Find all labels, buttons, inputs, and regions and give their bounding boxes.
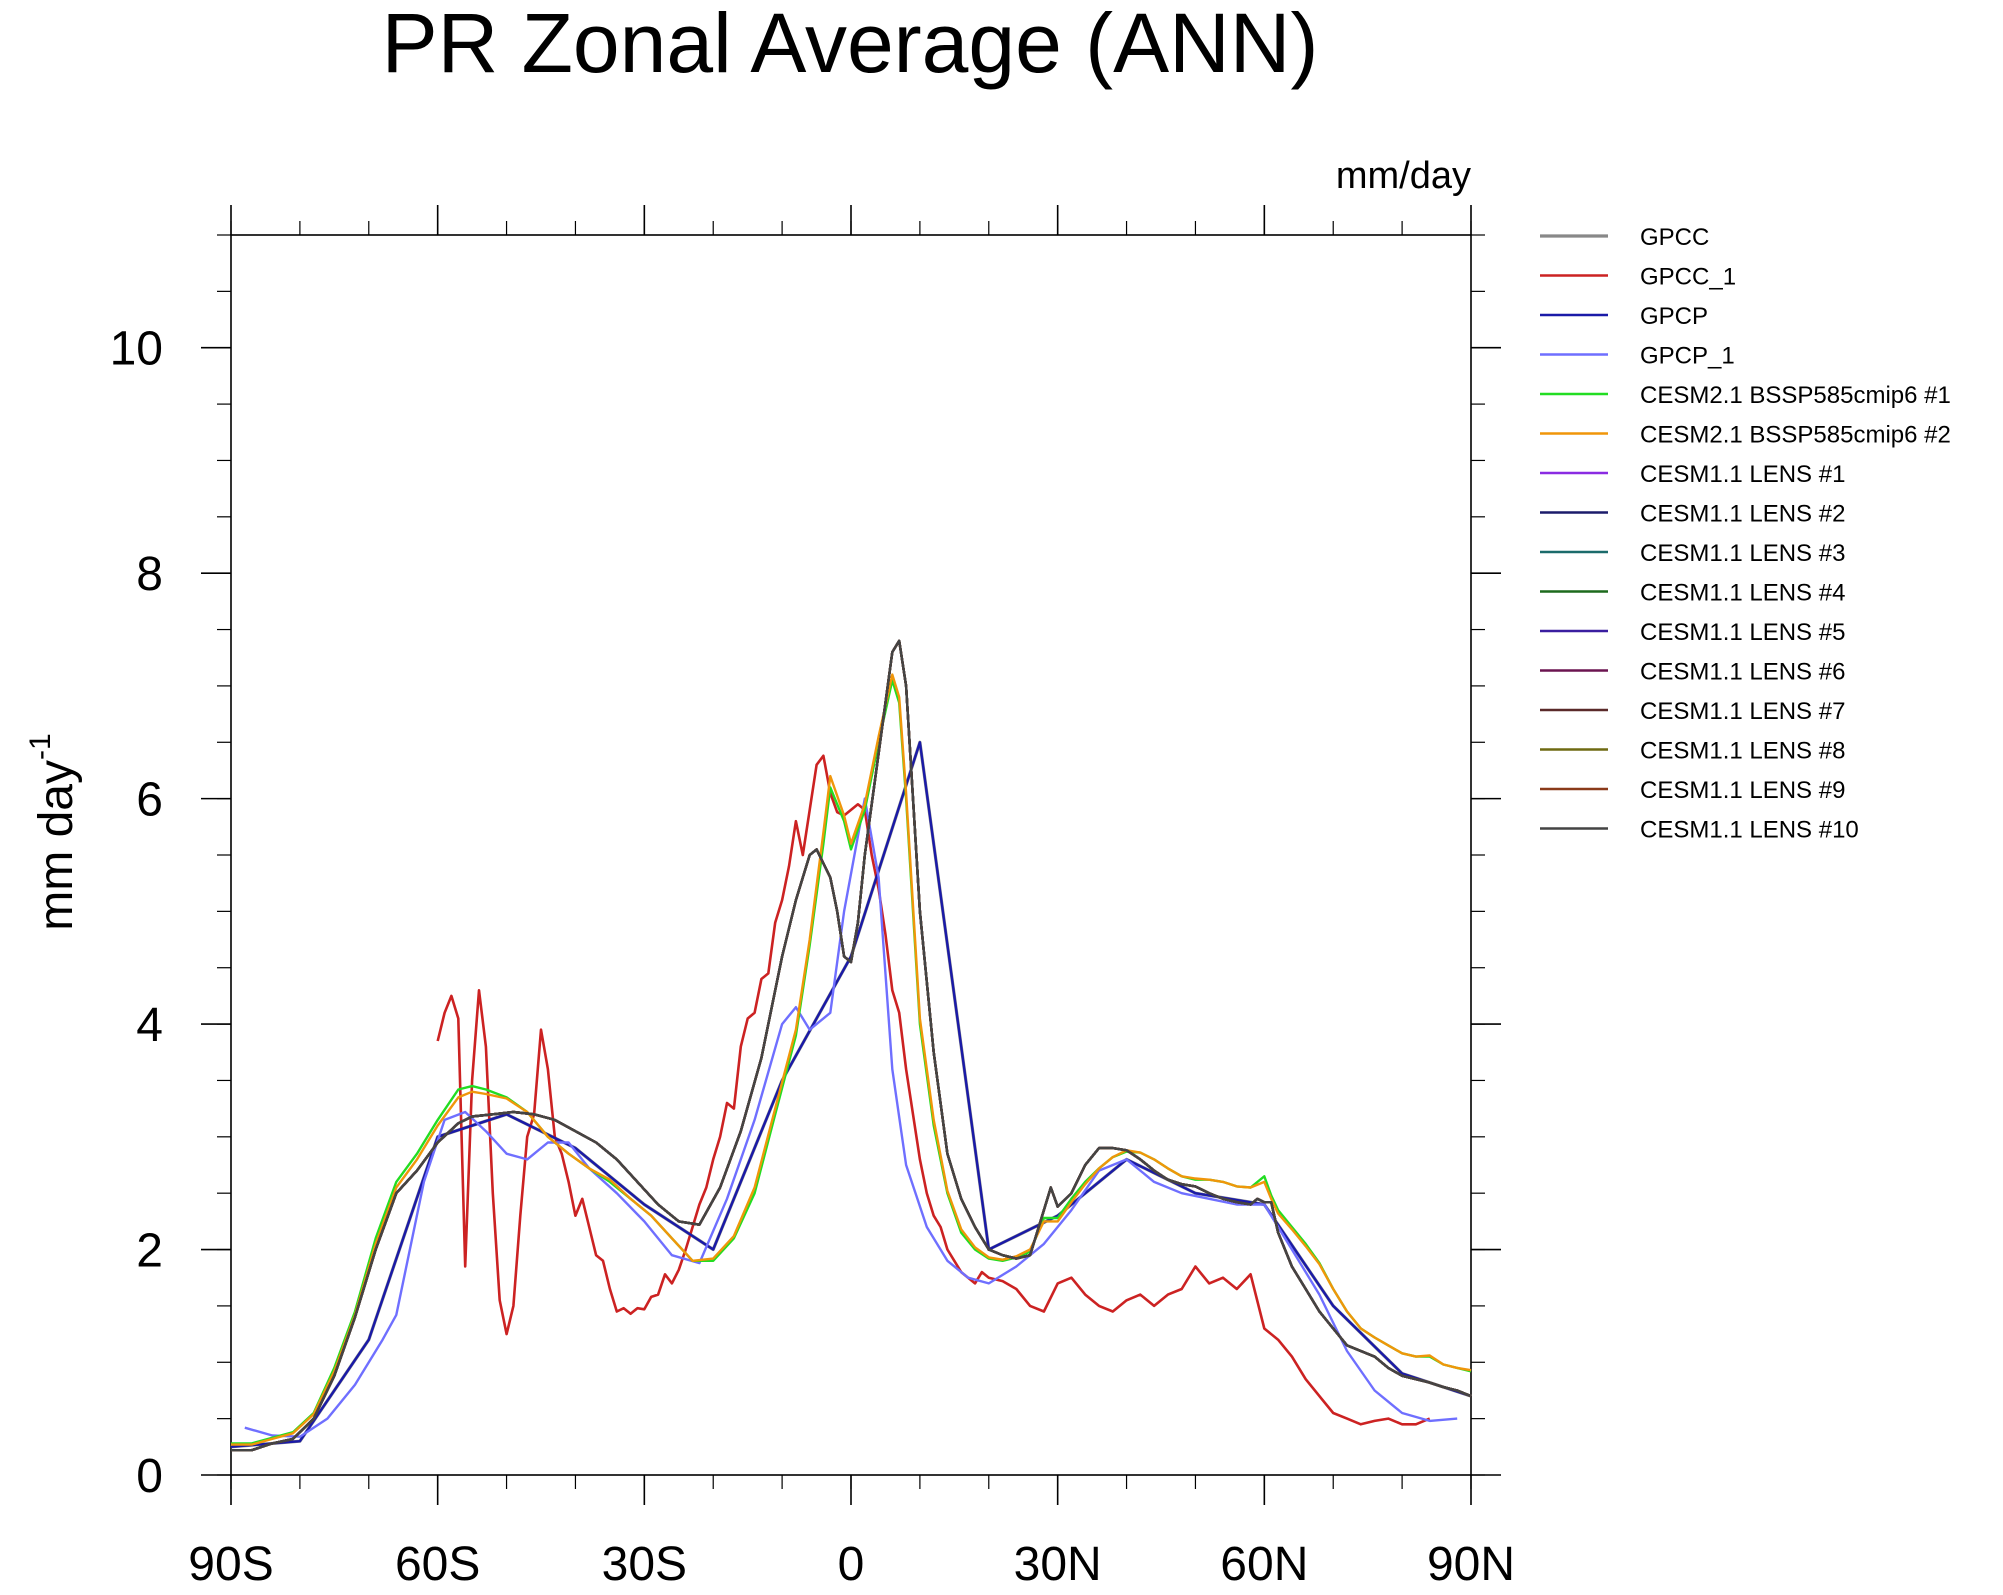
legend-label: CESM1.1 LENS #4 [1640, 580, 1845, 607]
legend-label: CESM1.1 LENS #5 [1640, 619, 1845, 646]
legend-label: CESM1.1 LENS #7 [1640, 698, 1845, 725]
chart-title: PR Zonal Average (ANN) [382, 0, 1319, 90]
series-line-10 [231, 639, 1472, 1452]
legend-item: CESM2.1 BSSP585cmip6 #1 [1540, 382, 1951, 409]
x-tick-label: 90S [188, 1538, 273, 1591]
legend-label: CESM2.1 BSSP585cmip6 #2 [1640, 422, 1951, 449]
series-line-16 [231, 639, 1472, 1452]
series-line-14 [231, 639, 1472, 1452]
legend-item: CESM1.1 LENS #3 [1540, 540, 1845, 567]
y-tick-label: 2 [136, 1225, 163, 1278]
y-tick-label: 10 [110, 323, 163, 376]
y-tick-label: 8 [136, 548, 163, 601]
legend-item: CESM1.1 LENS #8 [1540, 738, 1845, 765]
legend-item: CESM1.1 LENS #7 [1540, 698, 1845, 725]
x-tick-label: 30N [1014, 1538, 1102, 1591]
legend-item: CESM1.1 LENS #2 [1540, 501, 1845, 528]
units-label: mm/day [1336, 155, 1471, 197]
legend-item: GPCC_1 [1540, 264, 1736, 291]
x-tick-label: 60S [395, 1538, 480, 1591]
legend-item: GPCP_1 [1540, 343, 1735, 370]
x-tick-label: 60N [1220, 1538, 1308, 1591]
series-line-5 [231, 679, 1472, 1445]
legend-label: GPCC_1 [1640, 264, 1736, 291]
y-axis-label-text: mm day [30, 760, 83, 931]
legend-label: GPCC [1640, 224, 1709, 251]
series-line-4 [244, 797, 1458, 1438]
x-tick-label: 0 [838, 1538, 865, 1591]
series-line-7 [231, 639, 1472, 1452]
series-line-8 [231, 639, 1472, 1452]
x-tick-label: 30S [602, 1538, 687, 1591]
legend-label: CESM1.1 LENS #1 [1640, 461, 1845, 488]
legend-item: CESM2.1 BSSP585cmip6 #2 [1540, 422, 1951, 449]
legend-item: CESM1.1 LENS #6 [1540, 659, 1845, 686]
legend-label: CESM2.1 BSSP585cmip6 #1 [1640, 382, 1951, 409]
series-line-11 [231, 639, 1472, 1452]
svg-text:mm day-1: mm day-1 [24, 733, 83, 930]
series-line-2 [436, 754, 1431, 1426]
y-tick-label: 6 [136, 774, 163, 827]
plot-frame [230, 234, 1472, 1476]
series-line-6 [231, 673, 1472, 1446]
series-line-12 [231, 639, 1472, 1452]
legend-label: CESM1.1 LENS #9 [1640, 777, 1845, 804]
series-layer [230, 639, 1472, 1452]
legend-item: CESM1.1 LENS #9 [1540, 777, 1845, 804]
legend-label: GPCP [1640, 303, 1708, 330]
y-tick-label: 0 [136, 1450, 163, 1503]
legend-item: GPCP [1540, 303, 1708, 330]
series-line-13 [231, 639, 1472, 1452]
legend-label: CESM1.1 LENS #10 [1640, 817, 1859, 844]
series-line-9 [231, 639, 1472, 1452]
y-axis-label-superscript: -1 [24, 733, 57, 760]
legend-label: CESM1.1 LENS #2 [1640, 501, 1845, 528]
y-axis-label: mm day-1 [24, 733, 83, 930]
legend-label: CESM1.1 LENS #8 [1640, 738, 1845, 765]
legend-item: CESM1.1 LENS #10 [1540, 817, 1859, 844]
series-line-15 [231, 639, 1472, 1452]
legend-label: CESM1.1 LENS #6 [1640, 659, 1845, 686]
tick-layer: 0 2 4 6 8 10 90S 60S 30S 0 30N 60N 90N [110, 205, 1515, 1591]
legend-item: CESM1.1 LENS #4 [1540, 580, 1845, 607]
legend-item: CESM1.1 LENS #1 [1540, 461, 1845, 488]
legend-item: CESM1.1 LENS #5 [1540, 619, 1845, 646]
legend-label: CESM1.1 LENS #3 [1640, 540, 1845, 567]
y-tick-label: 4 [136, 999, 163, 1052]
plot-border [230, 234, 1472, 1476]
legend: GPCC GPCC_1 GPCP GPCP_1 CESM2.1 BSSP585cmip6… [1540, 224, 1951, 844]
x-tick-label: 90N [1427, 1538, 1515, 1591]
legend-item: GPCC [1540, 224, 1709, 251]
legend-label: GPCP_1 [1640, 343, 1735, 370]
